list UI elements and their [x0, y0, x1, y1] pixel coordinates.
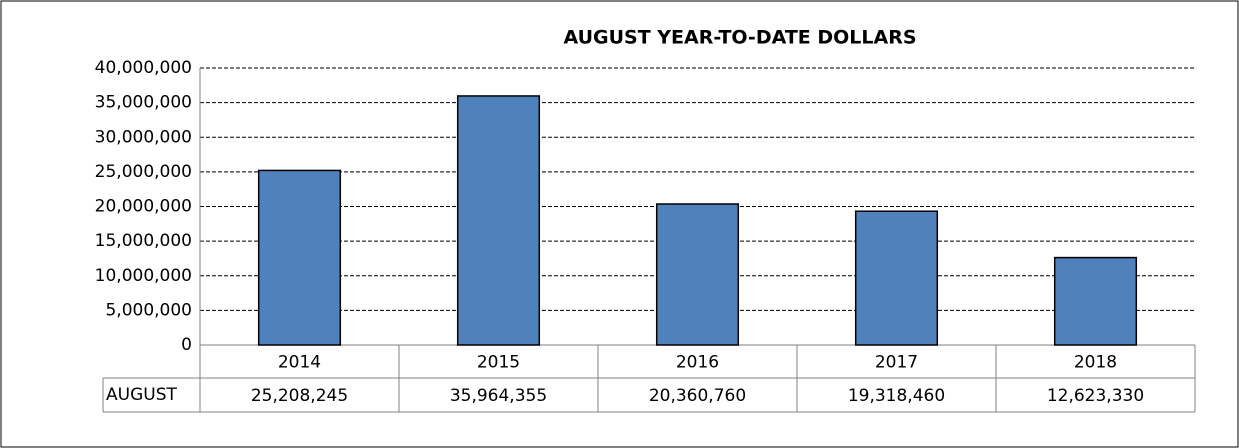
table-value: 12,623,330 [1047, 386, 1144, 406]
y-tick-label: 30,000,000 [95, 127, 192, 147]
y-tick-label: 15,000,000 [95, 231, 192, 251]
y-tick-label: 35,000,000 [95, 93, 192, 113]
y-tick-label: 40,000,000 [95, 58, 192, 78]
table-value: 20,360,760 [649, 386, 746, 406]
y-tick-label: 5,000,000 [105, 300, 192, 320]
x-tick-label: 2016 [676, 353, 719, 373]
bar [655, 203, 740, 346]
x-tick-label: 2014 [278, 353, 321, 373]
y-tick-label: 20,000,000 [95, 197, 192, 217]
x-tick-label: 2018 [1074, 353, 1117, 373]
bar [1053, 256, 1138, 346]
y-tick-label: 0 [181, 335, 192, 355]
x-tick-label: 2015 [477, 353, 520, 373]
table-value: 35,964,355 [450, 386, 547, 406]
chart-title: AUGUST YEAR-TO-DATE DOLLARS [563, 27, 916, 49]
table-series-name: AUGUST [106, 385, 177, 405]
bar [257, 169, 342, 346]
bar [854, 210, 939, 346]
x-tick-label: 2017 [875, 353, 918, 373]
y-tick-label: 10,000,000 [95, 266, 192, 286]
y-tick-label: 25,000,000 [95, 162, 192, 182]
table-value: 19,318,460 [848, 386, 945, 406]
bar [456, 95, 541, 346]
table-value: 25,208,245 [251, 386, 348, 406]
